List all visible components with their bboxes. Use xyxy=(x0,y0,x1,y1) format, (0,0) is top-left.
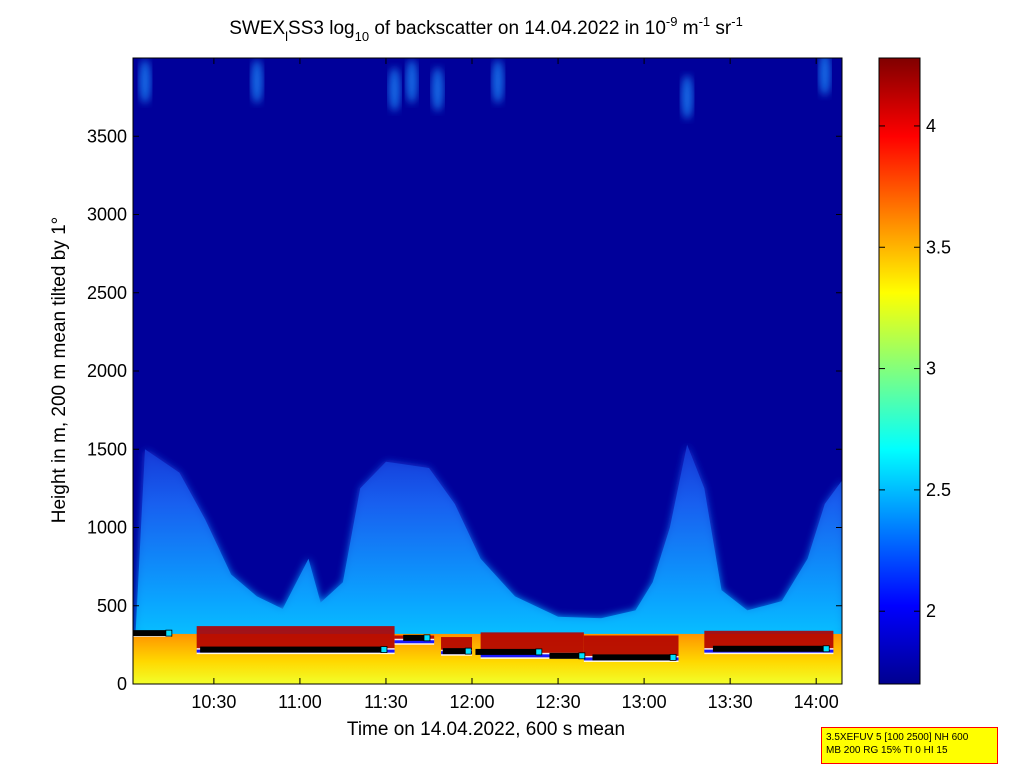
cloud-base-marker-end xyxy=(423,634,431,642)
info-line-2: MB 200 RG 15% TI 0 HI 15 xyxy=(826,745,948,756)
cloud-base-marker-end xyxy=(464,647,472,655)
y-axis: 0 500 1000 1500 2000 2500 3000 3500 xyxy=(87,126,842,694)
x-tick-label: 12:30 xyxy=(536,692,581,712)
x-tick-label: 12:00 xyxy=(449,692,494,712)
cloud-base-marker-end xyxy=(669,653,677,661)
y-tick-label: 1500 xyxy=(87,439,127,459)
aerosol-plume xyxy=(405,59,418,104)
y-tick-label: 0 xyxy=(117,674,127,694)
aerosol-plume xyxy=(250,59,263,104)
x-tick-label: 13:00 xyxy=(622,692,667,712)
x-tick-label: 10:30 xyxy=(191,692,236,712)
x-axis: 10:30 11:00 11:30 12:00 12:30 13:00 13:30 14:00 xyxy=(191,58,839,712)
cloud-base-marker xyxy=(475,648,541,655)
cloud-base-marker xyxy=(200,646,386,653)
colorbar-tick-label: 2 xyxy=(926,601,936,621)
heatmap-layer xyxy=(133,58,842,684)
colorbar-tick-label: 4 xyxy=(926,116,936,136)
cloud-base-marker xyxy=(712,645,829,652)
chart-title: SWEXlSS3 log10 of backscatter on 14.04.2… xyxy=(229,14,743,44)
cloud-base-marker xyxy=(403,634,429,641)
colorbar-tick-label: 3 xyxy=(926,359,936,379)
cloud-base-marker xyxy=(592,654,676,661)
cloud-layer-inner xyxy=(394,640,435,644)
x-tick-label: 13:30 xyxy=(708,692,753,712)
cloud-base-marker-end xyxy=(822,645,830,653)
y-tick-label: 500 xyxy=(97,596,127,616)
colorbar-tick-label: 2.5 xyxy=(926,480,951,500)
cloud-base-marker-end xyxy=(578,652,586,660)
y-axis-label: Height in m, 200 m mean tilted by 1° xyxy=(49,217,70,523)
colorbar xyxy=(878,57,921,685)
colorbar-axis: 2 2.5 3 3.5 4 xyxy=(879,116,951,621)
colorbar-tick-label: 3.5 xyxy=(926,237,951,257)
x-tick-label: 11:00 xyxy=(278,692,322,712)
cloud-layer-inner xyxy=(480,654,584,658)
aerosol-plume xyxy=(388,67,401,112)
cloud-base-marker-end xyxy=(535,648,543,656)
aerosol-plume xyxy=(491,59,504,104)
y-tick-label: 3000 xyxy=(87,205,127,225)
x-tick-label: 14:00 xyxy=(794,692,839,712)
aerosol-plume xyxy=(681,75,694,120)
y-tick-label: 2000 xyxy=(87,361,127,381)
processing-info-box: 3.5XEFUV 5 [100 2500] NH 600 MB 200 RG 1… xyxy=(821,727,998,764)
info-line-1: 3.5XEFUV 5 [100 2500] NH 600 xyxy=(826,732,969,743)
boundary-layer-core xyxy=(133,444,842,684)
cloud-base-marker-end xyxy=(165,629,173,637)
aerosol-plume xyxy=(818,58,831,96)
aerosol-plume xyxy=(139,59,152,104)
y-tick-label: 3500 xyxy=(87,126,127,146)
y-tick-label: 2500 xyxy=(87,283,127,303)
x-tick-label: 11:30 xyxy=(364,692,408,712)
cloud-base-marker xyxy=(133,630,171,637)
x-axis-label: Time on 14.04.2022, 600 s mean xyxy=(347,719,625,740)
cloud-base-marker xyxy=(549,652,584,659)
cloud-base-marker xyxy=(442,648,471,655)
cloud-base-marker-end xyxy=(380,646,388,653)
cloud-layer xyxy=(583,635,679,659)
aerosol-plume xyxy=(431,67,444,112)
y-tick-label: 1000 xyxy=(87,518,127,538)
